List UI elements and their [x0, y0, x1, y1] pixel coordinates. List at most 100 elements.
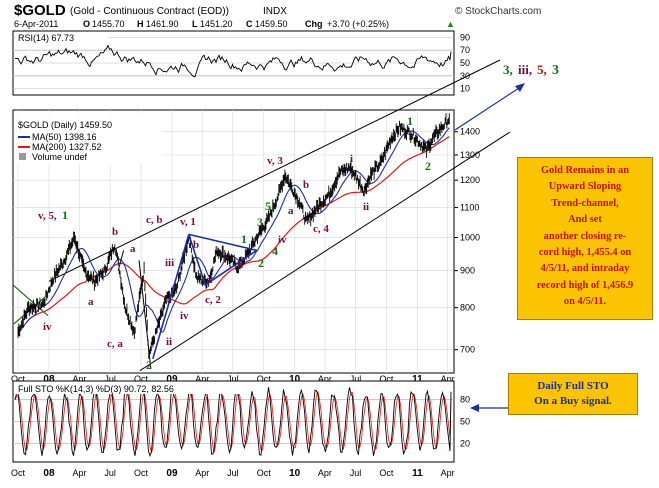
- note-line: Trend-channel,: [551, 197, 619, 209]
- sto-note: Daily Full STO On a Buy signal.: [508, 373, 638, 415]
- low-value: 1451.20: [200, 19, 233, 29]
- wave-label: b: [303, 179, 309, 191]
- legend-bg: [15, 113, 163, 164]
- target-arrowhead-icon: [515, 83, 525, 92]
- sto-d-line: [14, 389, 452, 453]
- rsi-line: [14, 44, 452, 78]
- x-tick-label: Jul: [350, 374, 362, 384]
- target-label-3: 3,: [503, 62, 513, 77]
- up-arrow-icon: ▲: [446, 19, 455, 29]
- legend-title: $GOLD (Daily) 1459.50: [18, 120, 112, 130]
- wave-line: [152, 234, 190, 360]
- sto-x-tick-label: Apr: [441, 468, 455, 478]
- sto-note-line: Daily Full STO: [537, 380, 609, 392]
- wave-label: a: [207, 274, 213, 286]
- high-label: H: [137, 19, 144, 29]
- x-tick-label: Oct: [134, 374, 149, 384]
- sto-x-tick-label: Apr: [318, 468, 332, 478]
- wave-label: 1: [241, 232, 247, 246]
- wave-label: a: [130, 243, 136, 255]
- x-tick-label: 09: [166, 374, 178, 385]
- legend-volume-swatch: [19, 153, 26, 160]
- target-label-5: 5,: [537, 62, 547, 77]
- chart-header: $GOLD (Gold - Continuous Contract (EOD))…: [14, 2, 541, 29]
- wave-label: a: [288, 205, 294, 217]
- rsi-tick-label: 10: [460, 84, 470, 94]
- open-value: 1455.70: [92, 19, 125, 29]
- x-tick-label: 11: [412, 374, 423, 385]
- sto-k-line: [14, 386, 452, 458]
- ma50-line: [17, 127, 450, 333]
- wave-label: iv: [43, 321, 52, 333]
- note-line: record high of 1,456.9: [536, 279, 634, 291]
- sto-x-tick-label: Jul: [104, 468, 116, 478]
- close-label: C: [246, 19, 253, 29]
- wave-label: 2: [425, 159, 431, 173]
- wave-label: iv: [180, 310, 189, 322]
- x-tick-label: 10: [289, 374, 301, 385]
- price-tick-label: 1200: [460, 175, 480, 185]
- c-b-arrow: [117, 250, 125, 271]
- note-line: And set: [568, 214, 602, 226]
- wave-label: iv: [278, 234, 287, 246]
- sto-x-tick-label: Jul: [227, 468, 239, 478]
- x-tick-label: Apr: [318, 374, 332, 384]
- legend-ma50: MA(50) 1398.16: [32, 132, 97, 142]
- wave-label: b: [193, 239, 199, 251]
- note-line: another closing re-: [543, 230, 627, 242]
- wave-label: c, 4: [313, 223, 329, 235]
- target-arrow-shaft: [454, 85, 523, 131]
- channel-upper-line: [48, 59, 501, 282]
- wave-label: 1: [62, 208, 68, 222]
- target-label-iii: iii,: [518, 62, 532, 77]
- target-annotation: 3, iii, 5, 3: [454, 62, 559, 131]
- wave-label: ii: [237, 259, 243, 271]
- rsi-tick-label: 90: [460, 32, 470, 42]
- note-line: on 4/5/11.: [563, 296, 607, 308]
- note-line: Gold Remains in an: [540, 165, 630, 176]
- wave-annotation-arrow: [138, 260, 152, 369]
- x-tick-label: Apr: [195, 374, 209, 384]
- price-tick-label: 1300: [460, 150, 480, 160]
- wave-label: iii: [165, 257, 174, 269]
- legend-volume: Volume undef: [32, 152, 88, 162]
- wave-label: v, 3: [267, 155, 283, 167]
- sto-x-tick-label: Jul: [350, 468, 362, 478]
- rsi-tick-label: 50: [460, 58, 470, 68]
- rsi-tick-label: 30: [460, 71, 470, 81]
- note-line: cord high, 1,455.4 on: [538, 247, 632, 259]
- wave-label: 3: [257, 215, 263, 229]
- x-tick-label: Apr: [73, 374, 87, 384]
- chg-value: +3.70 (+0.25%): [327, 19, 389, 29]
- wave-label: b: [112, 226, 118, 238]
- rsi-label: RSI(14) 67.73: [18, 33, 74, 43]
- sto-tick-label: 50: [460, 417, 470, 427]
- sto-tick-label: 80: [460, 395, 470, 405]
- wave-label: a: [88, 296, 94, 308]
- price-tick-label: 700: [460, 345, 475, 355]
- sto-x-tick-label: Apr: [73, 468, 87, 478]
- sto-x-tick-label: Oct: [257, 468, 272, 478]
- watermark: © StockCharts.com: [455, 6, 541, 17]
- x-tick-label: Jul: [227, 374, 239, 384]
- sto-note-arrowhead-icon: [470, 404, 479, 412]
- wave-label: 2: [258, 256, 264, 270]
- wave-label: 2: [146, 358, 152, 372]
- close-value: 1459.50: [255, 19, 288, 29]
- sto-note-line: On a Buy signal.: [534, 395, 612, 407]
- channel-lower-line: [139, 131, 511, 372]
- sto-x-tick-label: Oct: [134, 468, 149, 478]
- sto-x-tick-label: 10: [289, 468, 301, 479]
- x-tick-label: Oct: [379, 374, 394, 384]
- trend-channel-note: Gold Remains in an Upward Sloping Trend-…: [517, 157, 653, 320]
- sto-x-tick-label: 11: [412, 468, 423, 479]
- early-trendline: [12, 284, 49, 317]
- sto-x-tick-label: Oct: [11, 468, 26, 478]
- rsi-tick-label: 70: [460, 45, 470, 55]
- wave-label: ii: [166, 336, 172, 348]
- sto-x-tick-label: 09: [166, 468, 178, 479]
- price-legend: $GOLD (Daily) 1459.50 MA(50) 1398.16 MA(…: [15, 113, 163, 164]
- wave-label: v, 1: [180, 216, 196, 228]
- x-tick-label: 08: [43, 374, 55, 385]
